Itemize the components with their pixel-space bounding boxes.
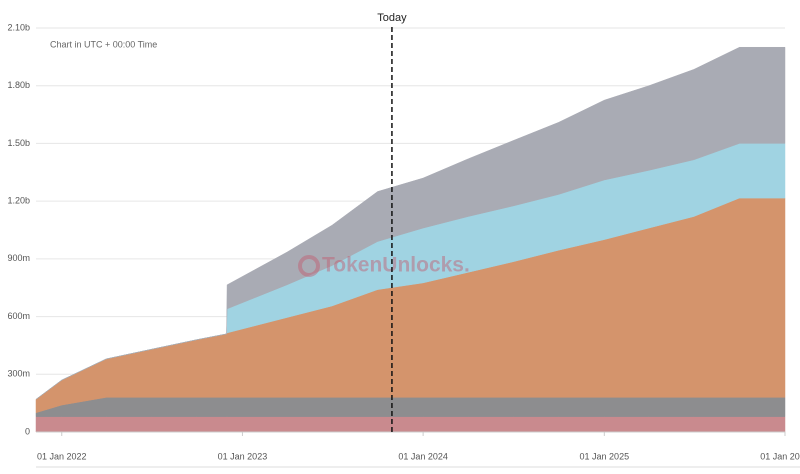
y-tick-label: 0	[25, 426, 30, 436]
x-tick-label: 01 Jan 2022	[37, 451, 87, 461]
area	[35, 397, 786, 417]
axes: 0 300m 600m 900m 1.20b 1.50b 1.80b 2.10b 01 Jan …	[7, 12, 800, 468]
areas	[35, 46, 786, 433]
y-tick-label: 1.20b	[7, 196, 30, 206]
y-tick-label: 2.10b	[7, 22, 30, 32]
area	[35, 416, 786, 433]
y-tick-label: 900m	[7, 253, 30, 263]
x-tick-label: 01 Jan 2026	[760, 451, 800, 461]
chart-note: Chart in UTC + 00:00 Time	[50, 39, 157, 49]
x-tick-label: 01 Jan 2025	[580, 451, 630, 461]
area	[35, 46, 786, 400]
watermark-logo	[298, 255, 320, 277]
y-tick-label: 600m	[7, 311, 30, 321]
y-tick-label: 300m	[7, 369, 30, 379]
x-tick-label: 01 Jan 2023	[218, 451, 268, 461]
today-label: Today	[377, 12, 407, 24]
x-tick-label: 01 Jan 2024	[398, 451, 448, 461]
watermark-text: TokenUnlocks.	[322, 254, 470, 277]
y-tick-label: 1.50b	[7, 138, 30, 148]
watermark: TokenUnlocks.	[298, 254, 470, 277]
y-tick-label: 1.80b	[7, 80, 30, 90]
